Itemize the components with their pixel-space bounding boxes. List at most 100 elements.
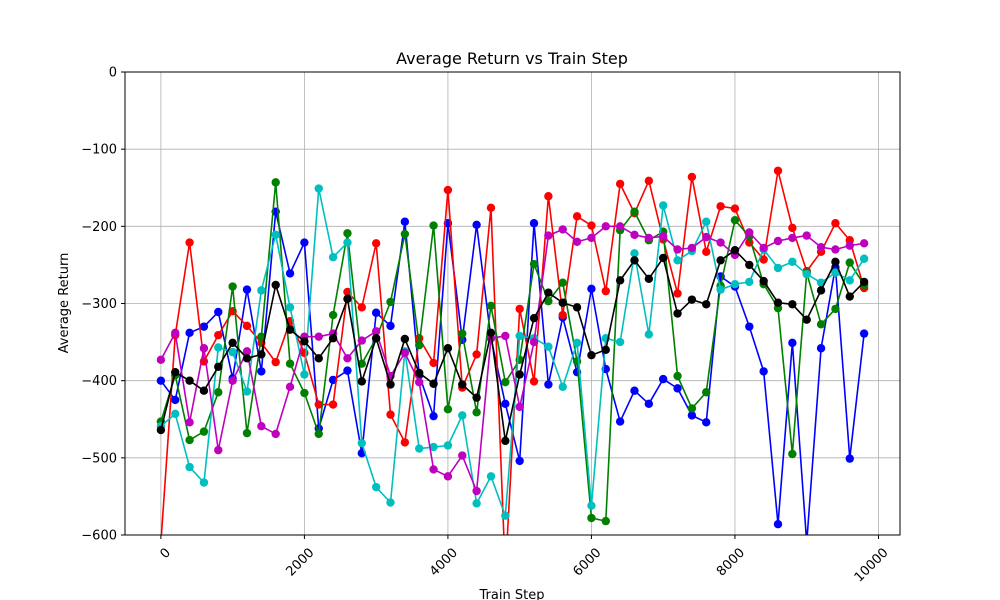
- series-point: [199, 478, 209, 487]
- series-point: [759, 243, 768, 253]
- series-point: [314, 400, 323, 409]
- series-point: [400, 348, 410, 358]
- series-point: [802, 231, 811, 240]
- series-point: [343, 229, 352, 238]
- series-point: [601, 222, 610, 231]
- series-point: [615, 417, 625, 426]
- series-point: [558, 225, 567, 234]
- series-point: [644, 399, 654, 409]
- series-point: [185, 435, 194, 445]
- series-point: [501, 436, 510, 446]
- series-point: [242, 354, 252, 363]
- series-point: [572, 237, 582, 246]
- series-point: [443, 441, 453, 450]
- series-point: [529, 377, 539, 386]
- series-point: [788, 449, 797, 459]
- series-point: [185, 376, 194, 385]
- series-point: [687, 411, 697, 420]
- series-point: [429, 221, 438, 230]
- series-point: [702, 232, 711, 242]
- series-point: [572, 357, 582, 366]
- series-point: [257, 350, 266, 359]
- series-point: [716, 238, 725, 247]
- series-point: [802, 315, 811, 324]
- series-point: [271, 178, 280, 187]
- series-point: [687, 243, 697, 253]
- series-point: [544, 296, 553, 306]
- series-point: [458, 380, 467, 389]
- series-point: [501, 378, 510, 387]
- series-point: [214, 388, 223, 397]
- series-point: [257, 286, 266, 295]
- series-point: [443, 344, 453, 353]
- series-point: [745, 277, 754, 287]
- series-point: [171, 328, 180, 338]
- series-point: [788, 338, 797, 348]
- series-point: [859, 254, 869, 263]
- series-point: [759, 276, 768, 286]
- series-point: [816, 320, 826, 329]
- series-point: [601, 345, 610, 354]
- series-point: [486, 328, 496, 338]
- series-point: [788, 257, 797, 267]
- series-point: [429, 379, 438, 388]
- series-point: [357, 303, 367, 312]
- series-point: [415, 368, 424, 378]
- series-point: [185, 238, 194, 247]
- series-point: [658, 232, 668, 241]
- series-point: [716, 256, 725, 265]
- series-point: [386, 380, 395, 389]
- series-point: [257, 332, 266, 341]
- series-point: [831, 268, 840, 277]
- series-point: [228, 376, 237, 385]
- series-point: [673, 371, 682, 381]
- series-point: [314, 332, 323, 341]
- series-point: [644, 176, 654, 186]
- series-point: [802, 269, 811, 279]
- series-point: [745, 228, 754, 237]
- series-point: [601, 516, 610, 526]
- series-point: [816, 242, 826, 252]
- series-point: [242, 285, 252, 294]
- series-point: [285, 303, 295, 312]
- series-point: [687, 295, 697, 304]
- series-point: [673, 289, 682, 298]
- series-point: [773, 263, 783, 273]
- series-point: [630, 256, 639, 265]
- series-point: [544, 342, 553, 351]
- series-point: [257, 421, 266, 431]
- series-point: [615, 337, 625, 347]
- series-point: [587, 513, 596, 523]
- series-point: [285, 359, 295, 368]
- series-point: [572, 303, 582, 312]
- series-point: [730, 280, 740, 289]
- series-point: [156, 376, 166, 385]
- series-point: [845, 454, 854, 463]
- series-point: [515, 331, 524, 341]
- series-line: [160, 225, 865, 492]
- series-point: [845, 258, 854, 267]
- series-point: [558, 298, 567, 307]
- series-point: [486, 472, 496, 481]
- series-point: [644, 330, 654, 339]
- series-point: [214, 343, 223, 352]
- series-point: [400, 217, 410, 226]
- series-point: [544, 288, 553, 297]
- series-point: [343, 238, 352, 247]
- series-point: [587, 221, 596, 230]
- series-point: [443, 405, 453, 414]
- series-point: [415, 444, 424, 453]
- series-point: [371, 239, 381, 248]
- series-point: [730, 215, 740, 225]
- series-point: [658, 374, 668, 384]
- series-point: [702, 217, 711, 226]
- series-point: [687, 172, 697, 182]
- series-point: [558, 278, 567, 287]
- y-tick-label: −200: [81, 220, 117, 235]
- series-point: [615, 222, 625, 231]
- series-point: [400, 334, 410, 344]
- series-point: [343, 287, 352, 297]
- series-point: [544, 380, 553, 389]
- series-point: [558, 310, 567, 320]
- series-point: [788, 300, 797, 309]
